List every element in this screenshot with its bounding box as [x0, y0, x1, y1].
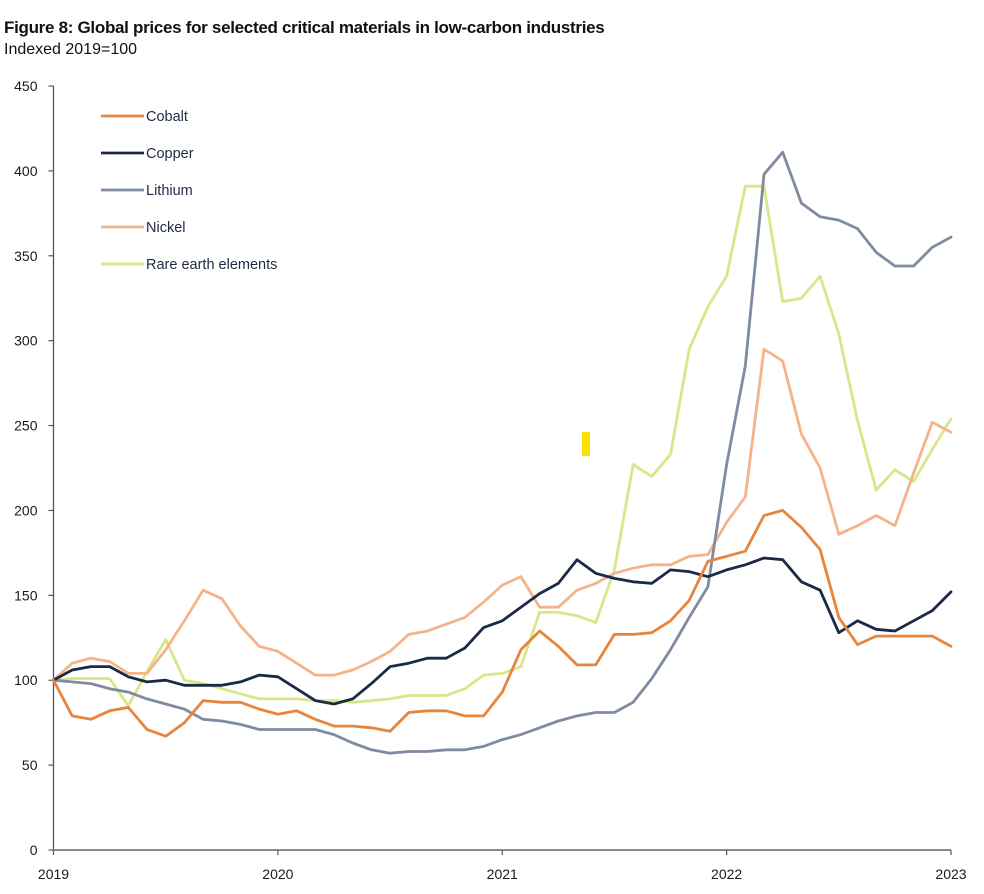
- legend-label-rare-earth-elements: Rare earth elements: [146, 257, 277, 273]
- axes: 0 50 100 150 200 250 300 350 400 450 2019 2020 2021 2…: [14, 78, 967, 882]
- series-line-rare-earth-elements: [52, 184, 953, 708]
- y-tick-label: 350: [14, 248, 38, 264]
- x-tick-label: 2019: [38, 866, 69, 882]
- y-tick-label: 50: [22, 757, 38, 773]
- series-lines: [52, 150, 953, 755]
- legend-label-lithium: Lithium: [146, 183, 193, 199]
- series-line-nickel: [52, 347, 953, 682]
- y-tick-label: 400: [14, 163, 38, 179]
- y-tick-label: 100: [14, 672, 38, 688]
- series-line-cobalt: [52, 508, 953, 738]
- legend-label-nickel: Nickel: [146, 220, 185, 236]
- y-tick-label: 200: [14, 502, 38, 518]
- x-tick-label: 2020: [262, 866, 293, 882]
- x-tick-label: 2023: [935, 866, 966, 882]
- y-tick-label: 0: [30, 842, 38, 858]
- y-tick-label: 300: [14, 333, 38, 349]
- highlight-marker: [582, 432, 590, 456]
- y-tick-label: 250: [14, 418, 38, 434]
- chart-title: Figure 8: Global prices for selected cri…: [4, 18, 605, 37]
- legend: Cobalt Copper Lithium Nickel Rare earth elem…: [101, 109, 277, 273]
- series-line-copper: [52, 556, 953, 706]
- y-tick-label: 450: [14, 78, 38, 94]
- series-line-lithium: [52, 150, 953, 755]
- y-tick-label: 150: [14, 587, 38, 603]
- legend-label-copper: Copper: [146, 146, 194, 162]
- x-tick-label: 2021: [487, 866, 518, 882]
- legend-label-cobalt: Cobalt: [146, 109, 188, 125]
- x-tick-label: 2022: [711, 866, 742, 882]
- chart-subtitle: Indexed 2019=100: [4, 41, 138, 58]
